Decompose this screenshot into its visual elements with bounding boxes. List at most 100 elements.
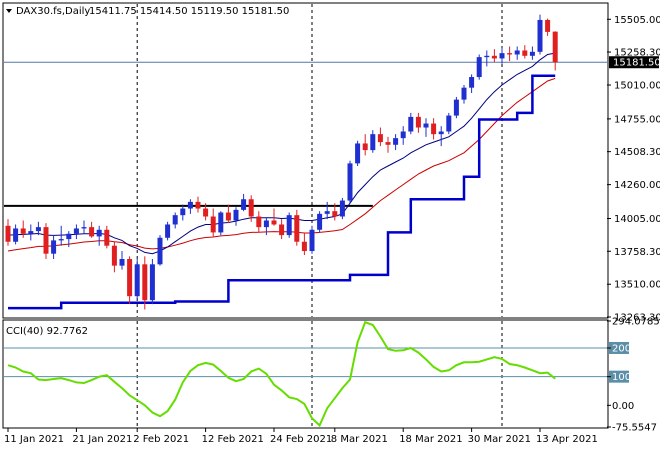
candle[interactable] <box>35 221 41 236</box>
candle[interactable] <box>347 160 353 204</box>
candle[interactable] <box>210 208 216 237</box>
candle[interactable] <box>157 235 163 266</box>
price-tick-label: 13263.30 <box>614 313 660 324</box>
candle[interactable] <box>476 54 482 80</box>
candle[interactable] <box>43 223 49 260</box>
candle[interactable] <box>294 209 300 246</box>
date-tick-label: 13 Apr 2021 <box>536 434 598 445</box>
candle[interactable] <box>96 225 102 246</box>
candle[interactable] <box>119 251 125 270</box>
candle[interactable] <box>385 136 391 153</box>
price-tick-label: 13510.00 <box>614 280 660 291</box>
candle[interactable] <box>263 217 269 236</box>
date-tick-label: 12 Feb 2021 <box>202 434 264 445</box>
candle[interactable] <box>111 241 117 273</box>
candle[interactable] <box>149 259 155 305</box>
candle[interactable] <box>271 208 277 226</box>
candle[interactable] <box>241 193 247 212</box>
price-axis: 15505.00 15258.30 15010.00 14755.00 14508.30… <box>607 15 660 324</box>
candle[interactable] <box>203 203 209 221</box>
cci-label: CCI(40) 92.7762 <box>6 326 88 337</box>
candle[interactable] <box>142 256 148 310</box>
candle[interactable] <box>195 196 201 213</box>
candle[interactable] <box>165 221 171 241</box>
candle[interactable] <box>423 118 429 137</box>
candle[interactable] <box>522 45 528 59</box>
candle[interactable] <box>127 256 133 305</box>
cci-line[interactable] <box>7 320 556 428</box>
candle[interactable] <box>233 207 239 226</box>
date-tick-label: 21 Jan 2021 <box>72 434 132 445</box>
price-tick-label: 14755.00 <box>614 114 660 125</box>
candle[interactable] <box>491 49 497 63</box>
candle[interactable] <box>545 18 551 36</box>
candle[interactable] <box>58 225 64 246</box>
ohlc-readout: 15411.75 15414.50 15119.50 15181.50 <box>89 6 289 17</box>
candle[interactable] <box>279 219 285 240</box>
current-price-tag: 15181.50 <box>609 56 660 69</box>
candle[interactable] <box>415 112 421 133</box>
candle[interactable] <box>446 112 452 135</box>
candle[interactable] <box>225 204 231 224</box>
candle[interactable] <box>301 232 307 256</box>
candle[interactable] <box>499 47 505 64</box>
candlestick-series[interactable] <box>5 14 558 310</box>
candle[interactable] <box>393 134 399 151</box>
candle[interactable] <box>28 224 34 241</box>
candle[interactable] <box>13 224 19 245</box>
candle[interactable] <box>309 225 315 254</box>
cci-level-label: 200 <box>612 343 631 354</box>
candle[interactable] <box>187 199 193 214</box>
price-tick-label: 15258.30 <box>614 48 660 59</box>
candle[interactable] <box>324 201 330 220</box>
cci-series[interactable] <box>7 320 556 428</box>
candle[interactable] <box>332 203 338 221</box>
candle[interactable] <box>408 112 414 135</box>
price-tick-label: 14260.00 <box>614 180 660 191</box>
candle[interactable] <box>248 195 254 222</box>
candle[interactable] <box>469 74 475 93</box>
candle[interactable] <box>431 118 437 140</box>
candle[interactable] <box>370 130 376 153</box>
date-tick-label: 11 Jan 2021 <box>4 434 64 445</box>
candle[interactable] <box>461 85 467 104</box>
candle[interactable] <box>400 126 406 145</box>
candle[interactable] <box>134 259 140 299</box>
candle[interactable] <box>66 231 72 248</box>
candle[interactable] <box>180 204 186 221</box>
candle[interactable] <box>172 212 178 229</box>
price-tick-label: 13758.30 <box>614 247 660 258</box>
candle[interactable] <box>317 211 323 233</box>
candle[interactable] <box>377 127 383 147</box>
candle[interactable] <box>89 221 95 238</box>
candle[interactable] <box>339 197 345 220</box>
candle[interactable] <box>256 211 262 233</box>
candle[interactable] <box>286 212 292 238</box>
main-panel-frame <box>2 2 609 319</box>
candle[interactable] <box>218 211 224 236</box>
candle[interactable] <box>51 235 57 260</box>
candle[interactable] <box>438 126 444 147</box>
candle[interactable] <box>537 14 543 55</box>
candle[interactable] <box>73 224 79 240</box>
candle[interactable] <box>362 134 368 156</box>
cci-level-label: 0.00 <box>612 401 634 412</box>
candle[interactable] <box>552 31 558 71</box>
candle[interactable] <box>355 140 361 167</box>
cci-axis: 294.0785 200 100 0.00 -75.5547 <box>607 317 660 434</box>
cci-level-label: 294.0785 <box>612 317 660 328</box>
candle[interactable] <box>81 220 87 234</box>
candle[interactable] <box>20 220 26 238</box>
date-tick-label: 2 Feb 2021 <box>133 434 189 445</box>
candle[interactable] <box>453 96 459 119</box>
collapse-triangle-icon[interactable] <box>6 9 12 13</box>
candle[interactable] <box>529 46 535 60</box>
candle[interactable] <box>484 50 490 67</box>
candle[interactable] <box>104 225 110 249</box>
candle[interactable] <box>5 219 11 246</box>
candle[interactable] <box>514 46 520 60</box>
price-tick-label: 15505.00 <box>614 15 660 26</box>
candle[interactable] <box>507 46 513 62</box>
